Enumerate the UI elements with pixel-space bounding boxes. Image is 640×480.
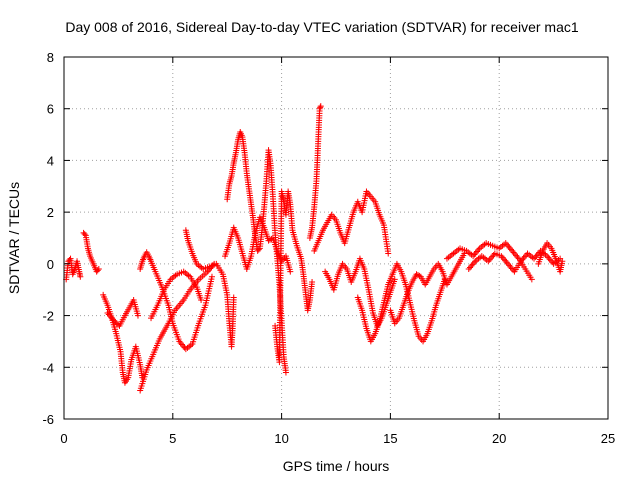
series-seg-b [80,229,102,275]
data-point [416,272,423,279]
data-point [559,258,566,265]
series-seg-s [535,240,566,275]
data-point [468,262,475,269]
data-point [504,260,511,267]
data-point [511,251,518,258]
data-point [546,256,553,263]
y-axis-label: SDTVAR / TECUs [6,182,22,294]
series-seg-g [148,268,205,322]
series-seg-h [182,227,237,350]
data-point [95,266,102,273]
series-seg-m [311,188,392,257]
data-point [112,319,119,326]
series-seg-l [306,103,324,241]
data-point [230,294,237,301]
data-point [178,341,185,348]
data-point [208,273,215,280]
series-seg-q [443,240,535,283]
data-point [316,105,323,112]
data-points [63,103,566,394]
data-point [134,312,141,319]
series-seg-f [137,249,215,353]
y-tick-label: -2 [42,309,54,324]
series-seg-e [137,260,218,394]
x-tick-label: 20 [492,431,506,446]
axis-ticks: 0 5 10 15 20 25 -6 -4 -2 0 2 4 6 8 [42,50,615,446]
series-seg-n [322,255,398,329]
data-point [490,252,497,259]
y-tick-label: -6 [42,412,54,427]
data-point [287,268,294,275]
data-point [507,263,514,270]
data-point [506,262,513,269]
data-point [113,320,120,327]
data-point [391,276,398,283]
data-point [255,246,262,253]
x-tick-label: 5 [169,431,176,446]
data-point [506,244,513,251]
data-point [317,104,324,111]
x-tick-label: 10 [274,431,288,446]
plot-frame [63,56,609,420]
data-point [528,276,535,283]
data-point [317,103,324,110]
data-point [467,264,474,271]
data-point [503,259,510,266]
series-seg-j [222,214,294,275]
series-seg-k [272,188,316,366]
x-axis-label: GPS time / hours [283,458,390,474]
data-point [77,273,84,280]
data-point [109,316,116,323]
series-seg-o [354,260,448,345]
series-seg-c [100,291,146,386]
data-point [385,250,392,257]
y-tick-label: -4 [42,360,54,375]
y-tick-label: 0 [47,257,54,272]
data-point [475,246,482,253]
data-point [545,254,552,261]
data-point [508,265,515,272]
data-point [510,249,517,256]
data-point [486,256,493,263]
data-point [507,246,514,253]
data-point [469,261,476,268]
data-point [309,278,316,285]
data-point [504,241,511,248]
x-tick-label: 25 [601,431,615,446]
series-seg-p [387,250,468,327]
data-point [465,266,472,273]
series-seg-d [104,297,141,329]
data-point [470,259,477,266]
data-point [111,317,118,324]
gridlines [64,57,608,419]
y-tick-label: 4 [47,153,54,168]
data-point [500,256,507,263]
data-point [502,257,509,264]
chart-title: Day 008 of 2016, Sidereal Day-to-day VTE… [65,19,578,35]
data-point [513,252,520,259]
data-point [474,248,481,255]
x-tick-label: 15 [383,431,397,446]
data-point [94,267,101,274]
data-point [471,251,478,258]
x-tick-label: 0 [60,431,67,446]
data-point [81,231,88,238]
data-point [282,369,289,376]
y-tick-label: 2 [47,205,54,220]
data-point [198,297,205,304]
y-tick-label: 8 [47,50,54,65]
series-seg-a [63,255,84,283]
y-tick-label: 6 [47,102,54,117]
data-point [509,247,516,254]
data-point [66,256,73,263]
